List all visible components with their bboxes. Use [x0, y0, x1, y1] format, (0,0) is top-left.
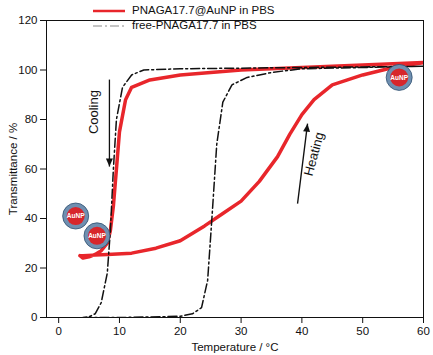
- svg-text:AuNP: AuNP: [390, 74, 408, 81]
- svg-text:60: 60: [25, 163, 38, 175]
- svg-text:50: 50: [356, 325, 369, 337]
- svg-text:30: 30: [235, 325, 248, 337]
- svg-text:120: 120: [18, 14, 37, 26]
- svg-text:20: 20: [174, 325, 187, 337]
- svg-text:0: 0: [55, 325, 61, 337]
- svg-text:Transmittance / %: Transmittance / %: [7, 123, 19, 215]
- svg-text:80: 80: [25, 113, 38, 125]
- svg-text:10: 10: [113, 325, 126, 337]
- svg-text:0: 0: [31, 311, 37, 323]
- svg-text:Temperature / °C: Temperature / °C: [191, 341, 278, 353]
- svg-text:Cooling: Cooling: [86, 90, 101, 134]
- svg-text:40: 40: [295, 325, 308, 337]
- svg-text:20: 20: [25, 262, 38, 274]
- svg-text:Heating: Heating: [301, 130, 327, 177]
- svg-text:60: 60: [417, 325, 430, 337]
- svg-text:AuNP: AuNP: [67, 212, 85, 219]
- svg-text:40: 40: [25, 212, 38, 224]
- html-text:free-PNAGA17.7 in PBS: free-PNAGA17.7 in PBS: [132, 19, 257, 31]
- html-text:PNAGA17.7@AuNP in PBS: PNAGA17.7@AuNP in PBS: [132, 4, 275, 16]
- svg-text:100: 100: [18, 64, 37, 76]
- svg-text:AuNP: AuNP: [88, 232, 106, 239]
